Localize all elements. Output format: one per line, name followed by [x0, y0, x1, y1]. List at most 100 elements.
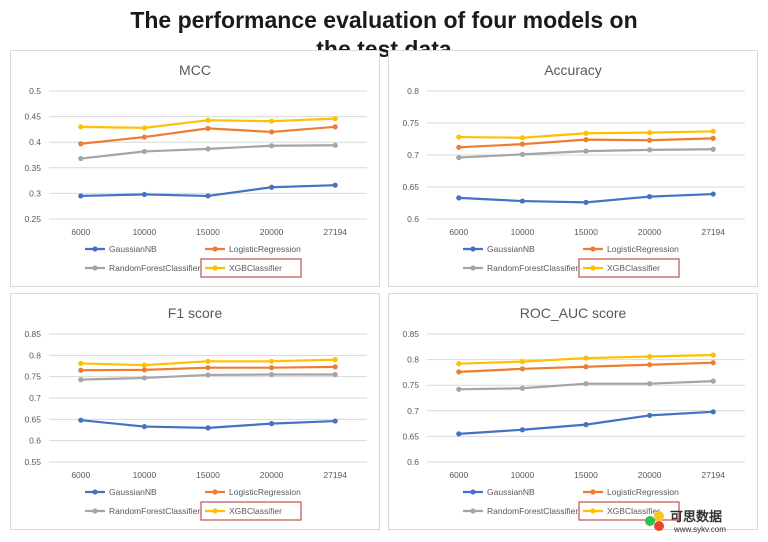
data-point-gaussiannb	[205, 193, 211, 199]
data-point-xgbclassifier	[647, 130, 653, 136]
chart-panel-accuracy: Accuracy 0.6 0.65 0.7 0.75 0.8 6000 10000 15000 2…	[388, 50, 758, 287]
x-tick-label: 6000	[449, 470, 468, 480]
data-point-logisticregression	[205, 365, 211, 371]
x-tick-label: 6000	[71, 470, 90, 480]
x-tick-label: 10000	[511, 470, 535, 480]
data-point-xgbclassifier	[456, 134, 462, 140]
legend-label-randomforestclassifier: RandomForestClassifier	[487, 506, 578, 516]
data-point-xgbclassifier	[583, 355, 589, 361]
data-point-randomforestclassifier	[205, 372, 211, 378]
legend-marker-gaussiannb	[470, 489, 476, 495]
legend-label-gaussiannb: GaussianNB	[109, 487, 157, 497]
data-point-randomforestclassifier	[141, 148, 147, 155]
data-point-xgbclassifier	[141, 125, 147, 131]
y-tick-label: 0.4	[29, 137, 41, 147]
data-point-gaussiannb	[269, 184, 275, 190]
chart-title: Accuracy	[544, 62, 602, 78]
legend-marker-gaussiannb	[92, 489, 98, 495]
chart-title: MCC	[179, 62, 211, 78]
data-point-logisticregression	[269, 365, 275, 371]
x-tick-label: 27194	[323, 227, 347, 237]
y-tick-label: 0.25	[24, 214, 41, 224]
x-tick-label: 27194	[701, 470, 725, 480]
data-point-xgbclassifier	[710, 352, 716, 358]
legend-marker-randomforestclassifier	[92, 265, 98, 271]
legend-label-randomforestclassifier: RandomForestClassifier	[109, 263, 200, 273]
data-point-randomforestclassifier	[332, 142, 338, 148]
x-tick-label: 15000	[196, 470, 220, 480]
data-point-logisticregression	[519, 366, 525, 372]
data-point-randomforestclassifier	[583, 381, 589, 387]
data-point-logisticregression	[710, 135, 716, 141]
legend-label-xgbclassifier: XGBClassifier	[229, 506, 282, 516]
legend-marker-gaussiannb	[92, 246, 98, 252]
data-point-randomforestclassifier	[583, 148, 589, 154]
page-title: The performance evaluation of four model…	[0, 6, 768, 64]
data-point-gaussiannb	[519, 198, 525, 204]
data-point-xgbclassifier	[710, 128, 716, 134]
data-point-logisticregression	[519, 141, 525, 147]
data-point-randomforestclassifier	[78, 377, 84, 383]
y-tick-label: 0.8	[29, 350, 41, 360]
y-tick-label: 0.65	[402, 182, 419, 192]
legend-marker-randomforestclassifier	[92, 508, 98, 514]
legend-label-xgbclassifier: XGBClassifier	[229, 263, 282, 273]
x-tick-label: 20000	[260, 227, 284, 237]
data-point-logisticregression	[269, 129, 275, 135]
data-point-gaussiannb	[141, 423, 147, 430]
legend-marker-randomforestclassifier	[470, 265, 476, 271]
data-point-xgbclassifier	[583, 130, 589, 136]
y-tick-label: 0.75	[402, 118, 419, 128]
x-tick-label: 20000	[638, 470, 662, 480]
data-point-randomforestclassifier	[710, 378, 716, 384]
data-point-randomforestclassifier	[332, 371, 338, 378]
data-point-gaussiannb	[78, 193, 84, 199]
x-tick-label: 20000	[638, 227, 662, 237]
y-tick-label: 0.6	[29, 436, 41, 446]
data-point-randomforestclassifier	[456, 154, 462, 161]
watermark-dot-yellow	[654, 511, 664, 521]
y-tick-label: 0.6	[407, 214, 419, 224]
legend-marker-gaussiannb	[470, 246, 476, 252]
legend-label-logisticregression: LogisticRegression	[229, 244, 301, 254]
y-tick-label: 0.6	[407, 457, 419, 467]
legend-marker-logisticregression	[590, 489, 596, 495]
legend-marker-logisticregression	[212, 246, 218, 252]
x-tick-label: 6000	[71, 227, 90, 237]
chart-panel-mcc: MCC 0.25 0.3 0.35 0.4 0.45 0.5 6000 10000 15000 20…	[10, 50, 380, 287]
data-point-randomforestclassifier	[519, 151, 525, 157]
data-point-randomforestclassifier	[205, 146, 211, 152]
data-point-gaussiannb	[710, 409, 716, 415]
legend-label-gaussiannb: GaussianNB	[487, 244, 535, 254]
legend-label-logisticregression: LogisticRegression	[607, 244, 679, 254]
legend-highlight-box	[578, 258, 680, 278]
legend-marker-randomforestclassifier	[470, 508, 476, 514]
data-point-xgbclassifier	[519, 135, 525, 141]
legend-label-gaussiannb: GaussianNB	[487, 487, 535, 497]
y-tick-label: 0.85	[402, 329, 419, 339]
data-point-xgbclassifier	[141, 362, 147, 368]
watermark-dot-red	[654, 521, 664, 531]
y-tick-label: 0.55	[24, 457, 41, 467]
data-point-logisticregression	[456, 144, 462, 150]
data-point-randomforestclassifier	[269, 371, 275, 378]
legend-marker-logisticregression	[212, 489, 218, 495]
legend-label-xgbclassifier: XGBClassifier	[607, 263, 660, 273]
legend-marker-xgbclassifier	[590, 265, 596, 271]
data-point-logisticregression	[78, 367, 84, 373]
data-point-logisticregression	[332, 124, 338, 130]
legend-label-logisticregression: LogisticRegression	[607, 487, 679, 497]
y-tick-label: 0.7	[407, 406, 419, 416]
data-point-gaussiannb	[710, 191, 716, 197]
y-tick-label: 0.75	[402, 380, 419, 390]
page-title-line-1: The performance evaluation of four model…	[130, 7, 638, 33]
data-point-randomforestclassifier	[269, 143, 275, 149]
data-point-gaussiannb	[269, 421, 275, 427]
data-point-randomforestclassifier	[456, 386, 462, 392]
data-point-logisticregression	[141, 367, 147, 373]
y-tick-label: 0.7	[407, 150, 419, 160]
data-point-randomforestclassifier	[141, 375, 147, 381]
watermark-name: 可思数据	[670, 509, 722, 524]
y-tick-label: 0.8	[407, 86, 419, 96]
data-point-gaussiannb	[583, 199, 589, 205]
